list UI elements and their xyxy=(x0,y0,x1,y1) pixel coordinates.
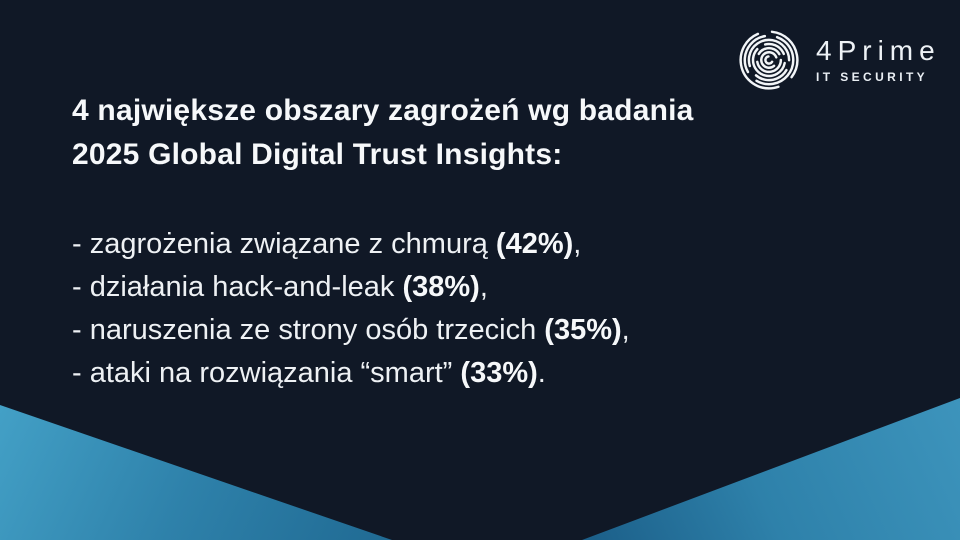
slide-title: 4 największe obszary zagrożeń wg badania… xyxy=(72,89,694,177)
item-tail: , xyxy=(621,314,630,346)
list-item-third-party: - naruszenia ze strony osób trzecich (35… xyxy=(72,309,630,352)
threat-list: - zagrożenia związane z chmurą (42%), - … xyxy=(72,223,630,395)
item-stat: (33%) xyxy=(460,357,538,389)
logo: 4Prime IT SECURITY xyxy=(736,27,941,93)
title-line-1: 4 największe obszary zagrożeń wg badania xyxy=(72,94,694,127)
item-text: - zagrożenia związane z chmurą xyxy=(72,228,496,260)
decor-triangle-left xyxy=(0,405,392,540)
item-stat: (42%) xyxy=(495,228,574,260)
item-tail: , xyxy=(479,271,488,303)
list-item-hack-and-leak: - działania hack-and-leak (38%), xyxy=(72,266,630,309)
decor-triangle-right xyxy=(582,398,960,540)
item-text: - działania hack-and-leak xyxy=(72,271,403,303)
logo-name: 4Prime xyxy=(816,35,941,66)
item-stat: (38%) xyxy=(402,271,480,303)
item-stat: (35%) xyxy=(544,314,622,346)
list-item-cloud: - zagrożenia związane z chmurą (42%), xyxy=(72,223,630,266)
title-line-2: 2025 Global Digital Trust Insights: xyxy=(72,138,563,171)
logo-subtitle: IT SECURITY xyxy=(816,70,929,84)
logo-text: 4Prime IT SECURITY xyxy=(816,35,941,84)
item-tail: . xyxy=(537,357,546,389)
list-item-smart-attacks: - ataki na rozwiązania “smart” (33%). xyxy=(72,352,630,395)
item-text: - naruszenia ze strony osób trzecich xyxy=(72,314,545,346)
fingerprint-icon xyxy=(739,30,799,90)
item-text: - ataki na rozwiązania “smart” xyxy=(72,357,461,389)
item-tail: , xyxy=(573,228,582,260)
